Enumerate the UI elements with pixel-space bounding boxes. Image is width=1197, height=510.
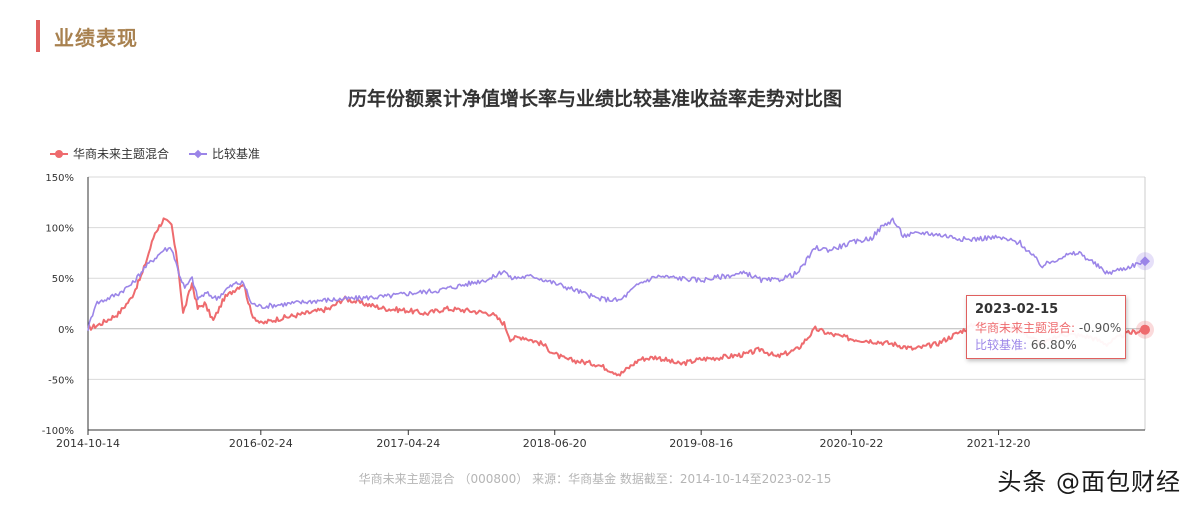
x-tick-label: 2020-10-22: [819, 437, 883, 450]
chart-legend: 华商未来主题混合 比较基准: [50, 145, 280, 162]
x-tick-label: 2017-04-24: [376, 437, 440, 450]
tooltip-value-fund: -0.90%: [1078, 321, 1122, 335]
chart-footer-source: 华商未来主题混合 （000800） 来源：华商基金 数据截至：2014-10-1…: [358, 472, 832, 486]
fund-endpoint-marker: [1140, 324, 1150, 335]
legend-label-fund: 华商未来主题混合: [73, 147, 170, 161]
section-title: 业绩表现: [54, 26, 138, 50]
x-tick-label: 2018-06-20: [523, 437, 587, 450]
legend-swatch-benchmark: [189, 149, 208, 158]
y-tick-label: 100%: [45, 224, 74, 235]
legend-label-benchmark: 比较基准: [212, 147, 261, 161]
x-tick-label: 2019-08-16: [669, 437, 733, 450]
tooltip-value-benchmark: 66.80%: [1030, 338, 1077, 352]
legend-item-benchmark[interactable]: 比较基准: [189, 145, 260, 162]
legend-item-fund[interactable]: 华商未来主题混合: [50, 145, 169, 162]
legend-swatch-fund: [50, 149, 68, 158]
chart-title: 历年份额累计净值增长率与业绩比较基准收益率走势对比图: [347, 88, 842, 110]
tooltip-row-benchmark: 比较基准: 66.80%: [975, 337, 1117, 354]
benchmark-endpoint-marker: [1140, 256, 1150, 267]
tooltip-label-fund: 华商未来主题混合:: [975, 321, 1076, 335]
series-line-benchmark: [87, 217, 1145, 331]
section-accent-bar: [36, 20, 40, 52]
tooltip-date: 2023-02-15: [975, 302, 1059, 317]
y-tick-label: 50%: [52, 274, 74, 285]
tooltip-row-fund: 华商未来主题混合: -0.90%: [975, 320, 1121, 337]
tooltip-label-benchmark: 比较基准:: [975, 338, 1028, 352]
watermark: 头条 @面包财经: [997, 468, 1181, 496]
y-tick-label: -50%: [48, 375, 74, 386]
chart-tooltip: 2023-02-15 华商未来主题混合: -0.90% 比较基准: 66.80%: [966, 295, 1126, 359]
y-tick-label: 150%: [45, 173, 74, 184]
x-tick-label: 2014-10-14: [56, 437, 120, 450]
y-tick-label: -100%: [42, 426, 74, 437]
y-tick-label: 0%: [58, 325, 74, 336]
x-tick-label: 2016-02-24: [229, 437, 293, 450]
x-tick-label: 2021-12-20: [967, 437, 1031, 450]
